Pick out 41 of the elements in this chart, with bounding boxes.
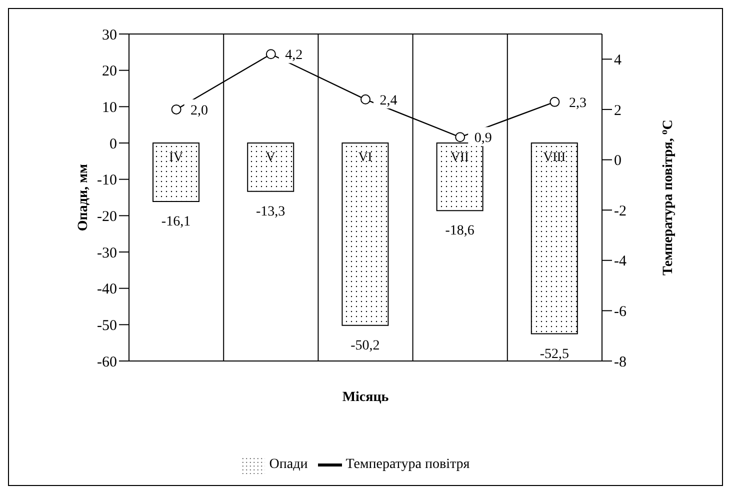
data-label: -52,5 [540,346,569,362]
data-label: -18,6 [445,224,474,239]
y-tick-label: -40 [97,282,117,298]
y-tick-label: 10 [102,100,117,116]
x-tick-label: IV [169,149,184,164]
y2-tick-label: 0 [614,153,622,170]
point [171,104,182,114]
x-axis-title: Місяць [342,390,390,405]
point [455,132,466,142]
y-tick-label: -10 [97,172,117,189]
data-label: 2,4 [380,93,398,108]
y-tick-label: -30 [97,245,117,262]
data-label: 4,2 [285,48,303,64]
x-tick-label: VII [450,149,469,164]
x-tick-label: V [266,149,276,164]
y2-tick-label: 2 [614,102,622,119]
y-tick-label: 0 [110,136,117,152]
data-label: -13,3 [256,204,286,220]
y-tick-label: -60 [97,354,117,370]
y-tick-label: -50 [97,318,117,334]
x-tick-label: VIII [543,149,566,164]
data-label: 2,3 [568,96,586,111]
point [360,94,370,104]
y2-tick-label: -4 [614,254,627,270]
y-axis-title: Опади, мм [76,163,91,232]
legend-label: Опади [269,457,308,472]
y2-tick-label: -6 [614,304,627,320]
y-tick-label: 20 [102,64,117,80]
data-label: -50,2 [350,338,380,354]
legend-label: Температура повітря [346,457,470,472]
y-tick-label: -20 [97,208,117,225]
y-tick-label: 30 [102,27,117,44]
y2-tick-label: -2 [614,203,626,220]
point [266,49,276,60]
x-tick-label: VI [358,149,372,164]
point [550,96,560,107]
data-label: 2,0 [190,103,208,118]
data-label: 0,9 [474,131,492,146]
y2-tick-label: 4 [614,52,622,68]
data-label: -16,1 [161,214,191,230]
y2-tick-label: -8 [614,354,626,370]
